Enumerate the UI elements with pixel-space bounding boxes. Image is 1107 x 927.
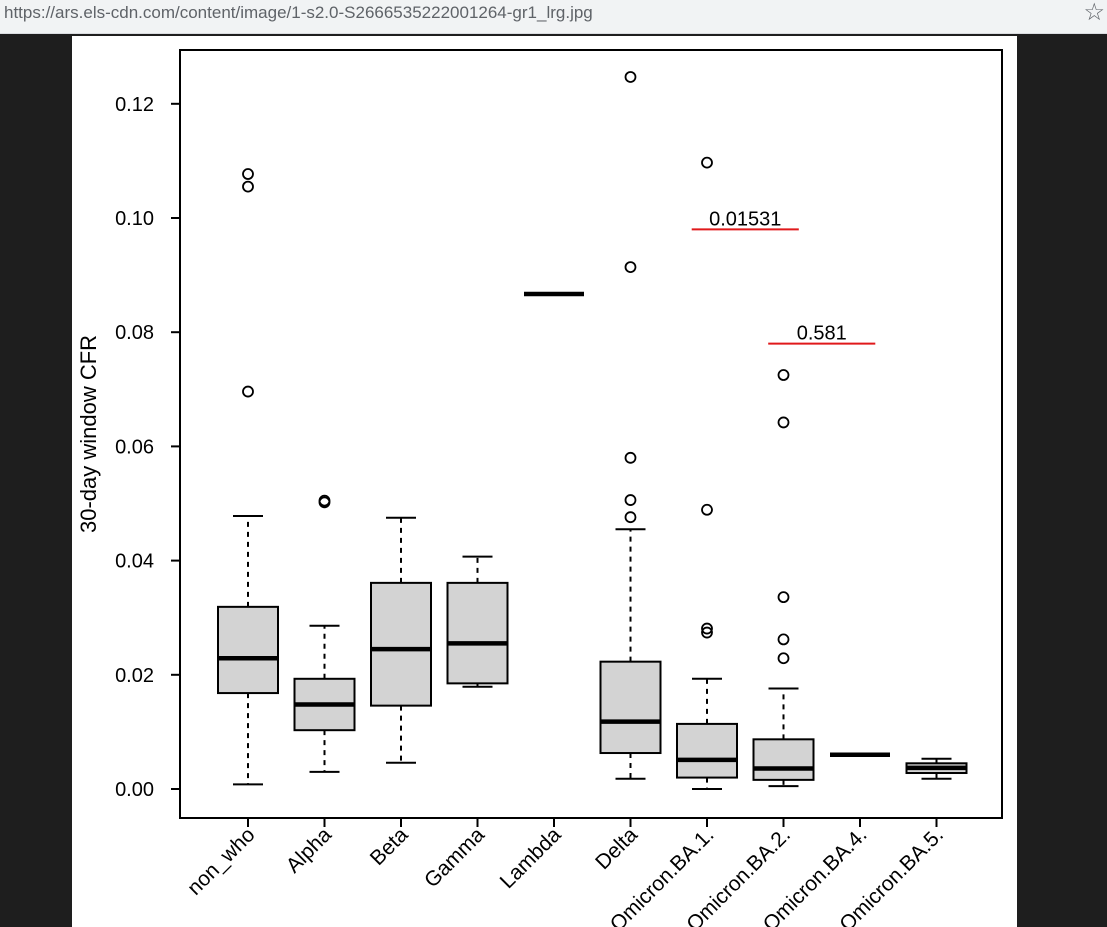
outlier-point	[701, 503, 713, 516]
x-tick-label: Gamma	[420, 823, 489, 892]
outlier-point	[777, 652, 790, 665]
box-iqr	[370, 581, 432, 707]
outlier-point	[701, 156, 713, 169]
outlier-point	[701, 626, 713, 639]
y-tick-label: 0.02	[115, 665, 154, 687]
url-text[interactable]: https://ars.els-cdn.com/content/image/1-…	[4, 3, 593, 22]
y-tick-label: 0.12	[115, 94, 154, 116]
outlier-point	[777, 416, 790, 429]
x-tick-label: Alpha	[282, 823, 336, 877]
box-iqr	[599, 660, 662, 755]
annotation-label: 0.01531	[709, 208, 781, 230]
image-canvas: 0.00 0.02 0.04 0.06 0.08 0.10 0.12 non_who Alph…	[72, 36, 1017, 927]
x-tick-label: Lambda	[496, 823, 566, 893]
box-Delta	[599, 71, 662, 780]
y-tick-label: 0.10	[115, 208, 154, 230]
box-Omicron.BA.2.	[752, 369, 815, 788]
outlier-point	[624, 511, 637, 524]
outlier-point	[242, 385, 254, 398]
y-tick-label: 0.04	[115, 551, 154, 573]
box-Gamma	[446, 555, 509, 688]
outlier-point	[777, 633, 790, 646]
box-non_who	[217, 168, 279, 786]
box-Alpha	[293, 494, 356, 773]
outlier-point	[777, 369, 790, 381]
box-Omicron.BA.1.	[676, 156, 738, 790]
plot-frame	[179, 49, 1003, 819]
x-tick-label: non_who	[183, 823, 260, 900]
box-iqr	[446, 581, 509, 685]
box-iqr	[217, 605, 279, 695]
y-tick-label: 0.00	[115, 779, 154, 801]
significance-annotations: 0.01531 0.581	[691, 208, 876, 345]
outlier-point	[624, 71, 637, 83]
outlier-point	[624, 261, 637, 274]
browser-address-bar[interactable]: https://ars.els-cdn.com/content/image/1-…	[0, 0, 1107, 34]
annotation: 0.581	[768, 323, 876, 345]
y-axis: 0.00 0.02 0.04 0.06 0.08 0.10 0.12	[115, 94, 180, 801]
x-axis: non_who Alpha Beta Gamma Lambda DeltaOmicron.…	[183, 818, 948, 927]
outlier-point	[777, 591, 790, 604]
y-tick-label: 0.08	[115, 322, 154, 344]
box-series	[217, 71, 968, 790]
box-iqr	[676, 722, 738, 779]
outlier-point	[242, 180, 254, 193]
outlier-point	[701, 622, 713, 635]
box-iqr	[752, 738, 815, 781]
x-tick-label: Beta	[366, 823, 413, 870]
star-outline-icon[interactable]: ☆	[1083, 0, 1105, 26]
box-Omicron.BA.5.	[905, 757, 968, 780]
outlier-point	[624, 494, 637, 506]
boxplot-chart: 0.00 0.02 0.04 0.06 0.08 0.10 0.12 non_who Alph…	[76, 49, 1003, 927]
y-tick-label: 0.06	[115, 436, 154, 458]
outlier-point	[242, 168, 254, 180]
x-tick-label: Delta	[591, 823, 642, 874]
annotation: 0.01531	[691, 208, 799, 231]
y-axis-label: 30-day window CFR	[76, 335, 101, 533]
box-Omicron.BA.4.	[830, 752, 890, 757]
box-Beta	[370, 516, 432, 764]
outlier-point	[318, 494, 331, 507]
outlier-point	[624, 451, 637, 464]
annotation-label: 0.581	[797, 323, 847, 345]
